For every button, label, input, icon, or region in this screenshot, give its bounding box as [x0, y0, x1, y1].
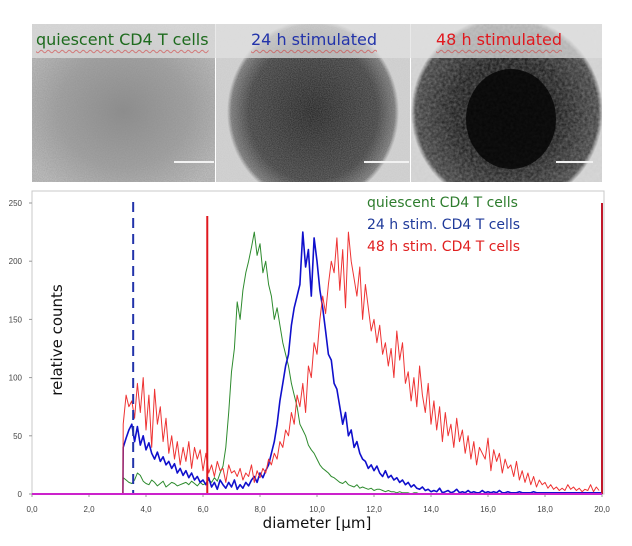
- x-tick-label: 20,0: [594, 505, 610, 514]
- y-tick-label: 0: [18, 490, 23, 499]
- gate-markers: [132, 202, 603, 494]
- x-tick-label: 16,0: [480, 505, 496, 514]
- x-tick-label: 10,0: [309, 505, 325, 514]
- series-line-24h: [122, 231, 602, 495]
- series-line-48h: [122, 231, 600, 495]
- legend-entry-24h: 24 h stim. CD4 T cells: [367, 217, 520, 233]
- y-tick-label: 200: [9, 257, 23, 266]
- y-axis-title: relative counts: [48, 284, 66, 396]
- x-tick-label: 0,0: [26, 505, 38, 514]
- size-distribution-chart: 0 50 100 150 200 250 0,0 2,0 4,0 6,0 8,0 10,0 12,0 1…: [9, 190, 610, 532]
- x-axis: 0,0 2,0 4,0 6,0 8,0 10,0 12,0 14,0 16,0 18,0 20,0: [26, 494, 610, 514]
- panel-label-quiescent: quiescent CD4 T cells: [36, 30, 209, 49]
- y-tick-label: 50: [13, 432, 22, 441]
- x-axis-title: diameter [µm]: [263, 514, 372, 532]
- scale-bar: [364, 161, 409, 163]
- y-tick-label: 150: [9, 315, 23, 324]
- y-tick-label: 100: [9, 374, 23, 383]
- legend-entry-48h: 48 h stim. CD4 T cells: [367, 239, 520, 255]
- panel-label-24h: 24 h stimulated: [251, 30, 377, 49]
- legend-entry-quiescent: quiescent CD4 T cells: [367, 195, 518, 211]
- x-tick-label: 14,0: [423, 505, 439, 514]
- y-tick-label: 250: [9, 199, 23, 208]
- scale-bar: [556, 161, 593, 163]
- micrograph-label-band: [32, 24, 602, 58]
- x-tick-label: 2,0: [83, 505, 95, 514]
- x-tick-label: 12,0: [366, 505, 382, 514]
- x-tick-label: 6,0: [197, 505, 209, 514]
- x-tick-label: 18,0: [537, 505, 553, 514]
- scale-bar: [174, 161, 214, 163]
- x-tick-label: 8,0: [254, 505, 266, 514]
- x-tick-label: 4,0: [140, 505, 152, 514]
- legend: quiescent CD4 T cells 24 h stim. CD4 T c…: [367, 195, 520, 255]
- y-axis: 0 50 100 150 200 250: [9, 199, 32, 499]
- panel-label-48h: 48 h stimulated: [436, 30, 562, 49]
